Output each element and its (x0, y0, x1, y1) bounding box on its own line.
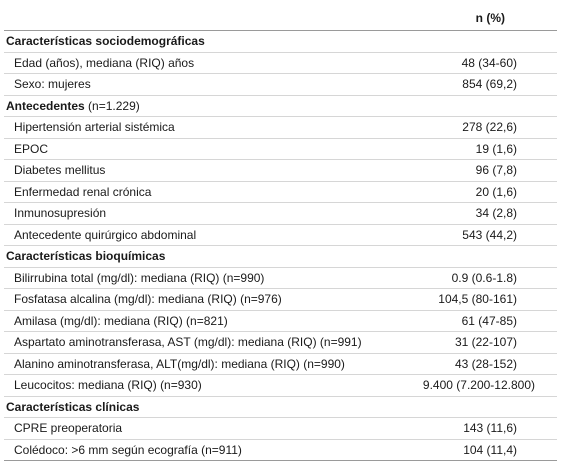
table-row: EPOC 19 (1,6) (4, 139, 557, 160)
row-value: 543 (44,2) (462, 227, 517, 242)
table-row: Colédoco: >6 mm según ecografía (n=911) … (4, 440, 557, 461)
row-value: 61 (47-85) (461, 313, 517, 328)
section-history: Antecedentes (n=1.229) (4, 96, 557, 117)
row-label: Antecedente quirúrgico abdominal (14, 227, 197, 242)
row-value: 19 (1,6) (475, 141, 517, 156)
row-value: 48 (34-60) (461, 55, 517, 70)
section-title: Características clínicas (6, 399, 140, 414)
row-label: Diabetes mellitus (14, 163, 106, 178)
table-row: Fosfatasa alcalina (mg/dl): mediana (RIQ… (4, 289, 557, 311)
table-row: Enfermedad renal crónica 20 (1,6) (4, 182, 557, 203)
row-label: Bilirrubina total (mg/dl): mediana (RIQ)… (14, 270, 265, 285)
section-clinical: Características clínicas (4, 397, 557, 418)
table-row: Bilirrubina total (mg/dl): mediana (RIQ)… (4, 268, 557, 289)
row-value: 34 (2,8) (475, 206, 517, 221)
table-row: Alanino aminotransferasa, ALT(mg/dl): me… (4, 354, 557, 375)
table-row: Amilasa (mg/dl): mediana (RIQ) (n=821) 6… (4, 311, 557, 332)
row-value: 104,5 (80-161) (438, 292, 517, 307)
table-row: Inmunosupresión 34 (2,8) (4, 203, 557, 225)
row-value: 278 (22,6) (462, 120, 517, 135)
section-sociodemographic: Características sociodemográficas (4, 31, 557, 53)
row-label: Amilasa (mg/dl): mediana (RIQ) (n=821) (14, 313, 228, 328)
row-value: 96 (7,8) (475, 163, 517, 178)
row-label: Alanino aminotransferasa, ALT(mg/dl): me… (14, 356, 345, 371)
table-row: Leucocitos: mediana (RIQ) (n=930) 9.400 … (4, 375, 557, 397)
section-title: Características sociodemográficas (6, 34, 205, 49)
table-header-row: n (%) (4, 6, 557, 31)
table-row: Edad (años), mediana (RIQ) años 48 (34-6… (4, 53, 557, 74)
table-row: Sexo: mujeres 854 (69,2) (4, 74, 557, 96)
table-row: Diabetes mellitus 96 (7,8) (4, 160, 557, 182)
table-row: Antecedente quirúrgico abdominal 543 (44… (4, 225, 557, 246)
row-value: 104 (11,4) (463, 442, 517, 457)
table-row: CPRE preoperatoria 143 (11,6) (4, 418, 557, 440)
characteristics-table: n (%) Características sociodemográficas … (4, 6, 557, 461)
table-row: Aspartato aminotransferasa, AST (mg/dl):… (4, 332, 557, 354)
section-title: Antecedentes (6, 98, 85, 113)
row-value: 143 (11,6) (463, 421, 517, 436)
row-value: 854 (69,2) (462, 77, 517, 92)
row-label: Edad (años), mediana (RIQ) años (14, 55, 195, 70)
table-row: Hipertensión arterial sistémica 278 (22,… (4, 117, 557, 139)
row-value: 20 (1,6) (475, 184, 517, 199)
section-title: Características bioquímicas (6, 249, 166, 264)
row-label: Fosfatasa alcalina (mg/dl): mediana (RIQ… (14, 292, 282, 307)
row-label: Colédoco: >6 mm según ecografía (n=911) (14, 442, 242, 457)
header-n-percent: n (%) (475, 11, 505, 25)
section-biochemical: Características bioquímicas (4, 246, 557, 268)
section-title-wrap: Antecedentes (n=1.229) (4, 99, 557, 113)
row-label: Leucocitos: mediana (RIQ) (n=930) (14, 378, 202, 393)
row-value: 31 (22-107) (454, 335, 517, 350)
row-label: EPOC (14, 141, 49, 156)
row-value: 43 (28-152) (454, 356, 517, 371)
row-label: Aspartato aminotransferasa, AST (mg/dl):… (14, 335, 362, 350)
row-label: Inmunosupresión (14, 206, 107, 221)
row-label: CPRE preoperatoria (14, 421, 123, 436)
row-label: Enfermedad renal crónica (14, 184, 152, 199)
row-value: 0.9 (0.6-1.8) (451, 270, 517, 285)
row-value: 9.400 (7.200-12.800) (422, 378, 535, 393)
section-note: (n=1.229) (88, 98, 140, 113)
row-label: Sexo: mujeres (14, 77, 91, 92)
row-label: Hipertensión arterial sistémica (14, 120, 175, 135)
